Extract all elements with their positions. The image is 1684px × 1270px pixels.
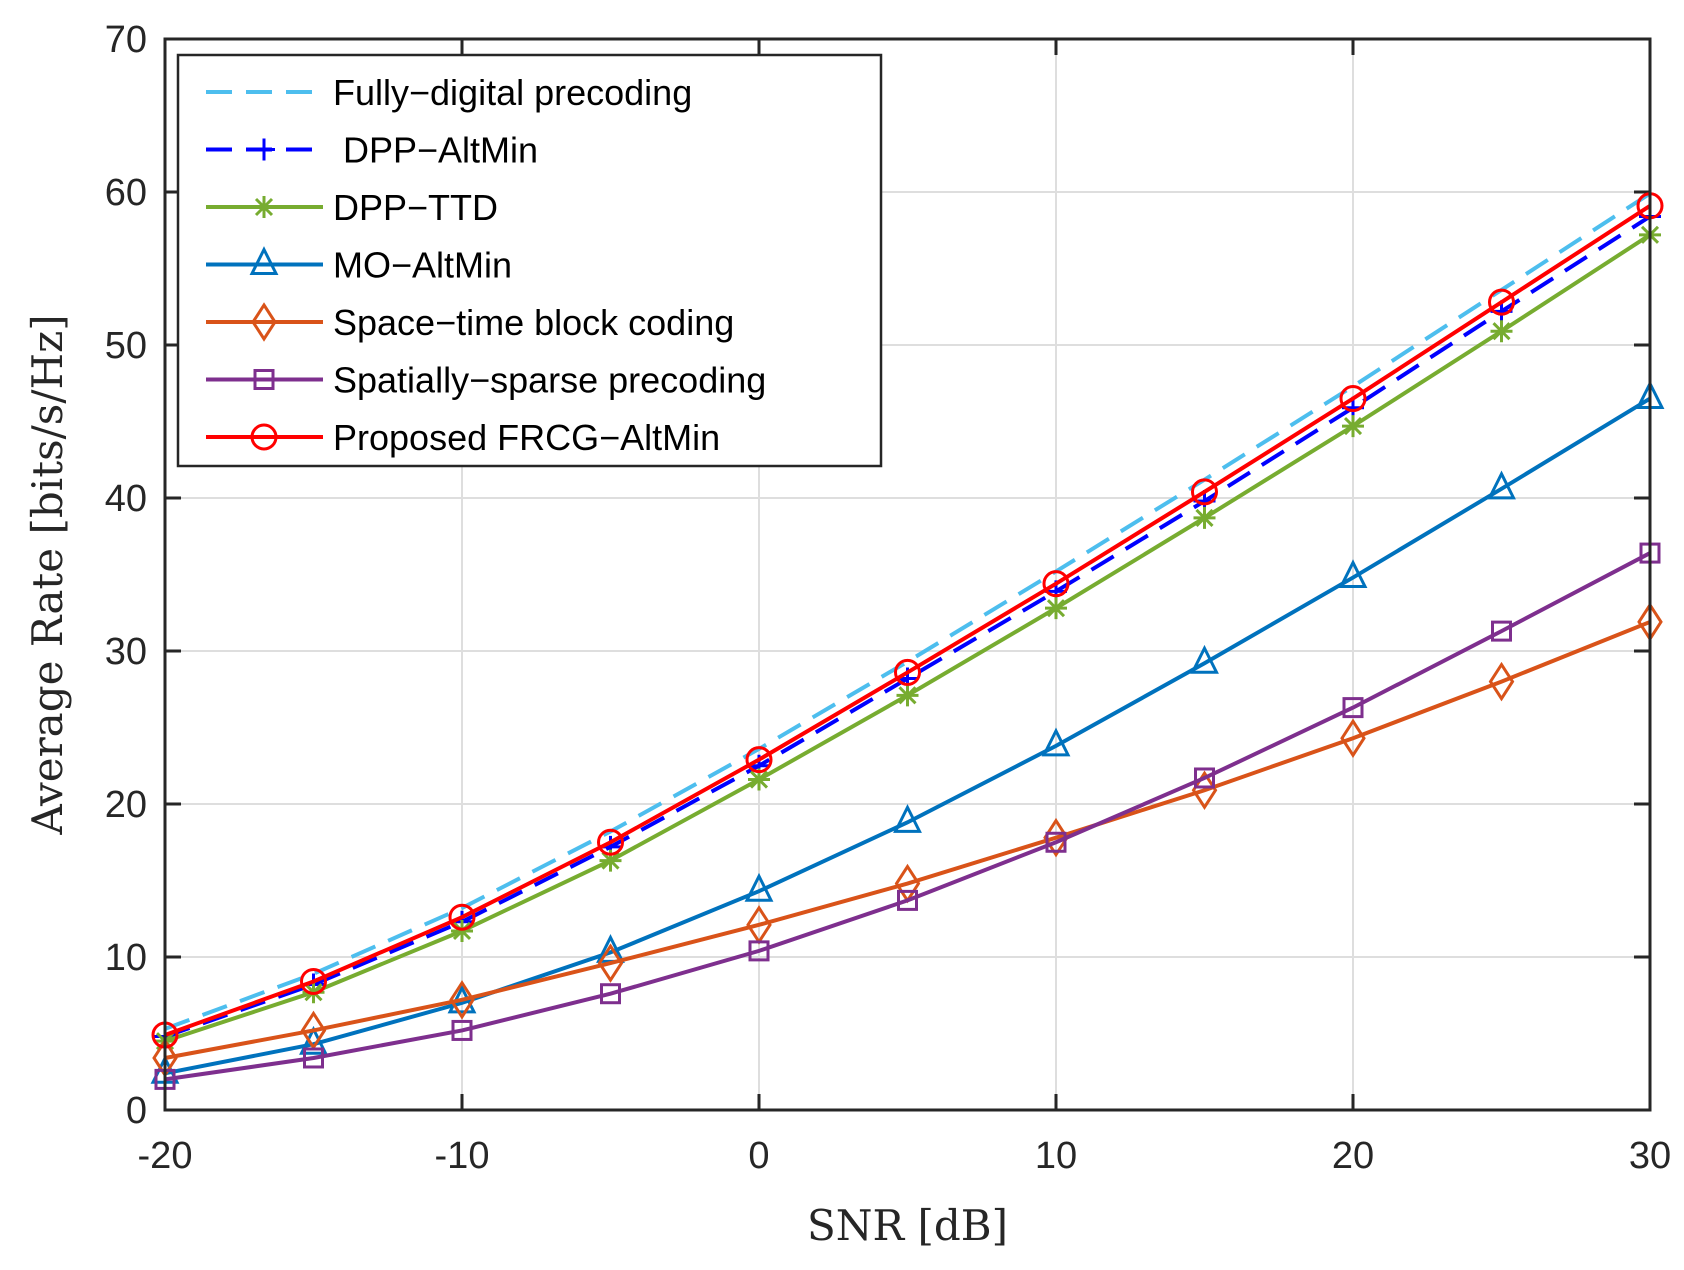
legend-item: Space−time block coding (206, 302, 734, 343)
x-tick-label: 0 (748, 1135, 769, 1177)
data-point (1190, 644, 1219, 674)
y-tick-label: 60 (105, 172, 147, 214)
data-point (600, 983, 621, 1005)
y-tick-label: 10 (105, 937, 147, 979)
y-tick-label: 70 (105, 19, 147, 61)
data-point (451, 1019, 473, 1041)
series-line (164, 204, 1652, 1037)
data-point (1045, 831, 1067, 853)
series-3 (150, 380, 1665, 1084)
legend-marker (249, 246, 279, 275)
legend-label: Fully−digital precoding (333, 72, 692, 113)
x-tick-label: 10 (1035, 1135, 1077, 1177)
data-point (744, 872, 774, 902)
data-point (1491, 620, 1512, 642)
data-point (300, 967, 327, 995)
legend-item: Fully−digital precoding (206, 72, 692, 113)
legend-item: Spatially−sparse precoding (206, 360, 766, 401)
legend-label: DPP−TTD (333, 187, 498, 228)
data-point (1340, 718, 1366, 758)
x-tick-label: -10 (435, 1135, 490, 1177)
legend-item: DPP−AltMin (206, 130, 538, 171)
legend-label: DPP−AltMin (333, 130, 538, 171)
data-point (597, 943, 624, 983)
data-point (303, 1047, 324, 1069)
legend-label: Proposed FRCG−AltMin (333, 417, 720, 458)
x-tick-label: -20 (138, 1135, 193, 1177)
data-point (894, 658, 921, 686)
data-point (451, 919, 473, 942)
legend-marker (250, 423, 278, 451)
data-point (1490, 320, 1513, 343)
data-point (1488, 288, 1515, 316)
data-point (897, 889, 918, 911)
legend-label: Space−time block coding (333, 302, 734, 343)
y-tick-label: 50 (105, 325, 147, 367)
data-point (745, 746, 773, 774)
data-point (748, 768, 770, 791)
data-point (300, 1010, 327, 1051)
legend-marker (251, 302, 277, 342)
legend: Fully−digital precoding DPP−AltMin DPP−TT… (176, 53, 883, 468)
legend-label: Spatially−sparse precoding (333, 360, 766, 401)
x-axis-label: SNR [dB] (807, 1201, 1008, 1250)
legend-label: MO−AltMin (333, 245, 512, 286)
data-point (1339, 385, 1367, 413)
series-line (164, 191, 1652, 1031)
x-tick-label: 30 (1629, 1135, 1671, 1177)
legend-item: MO−AltMin (206, 245, 512, 286)
legend-box (176, 53, 883, 468)
data-point (449, 980, 475, 1020)
data-point (299, 1025, 328, 1055)
series-line (164, 214, 1652, 1039)
series-5 (154, 542, 1661, 1090)
data-point (1194, 767, 1215, 789)
y-axis-label: Average Rate [bits/s/Hz] (23, 314, 72, 835)
plot-frame (163, 37, 1652, 1112)
series-line (164, 396, 1652, 1076)
series-line (164, 620, 1651, 1060)
legend-marker (253, 196, 275, 218)
data-point (1041, 727, 1071, 757)
data-point (896, 684, 919, 707)
legend-marker (253, 369, 275, 390)
data-point (1042, 570, 1070, 598)
data-point (893, 804, 922, 833)
ticks: -20 -10 0 10 20 30 0 10 20 30 40 50 60 70 (105, 19, 1671, 1177)
data-point (597, 828, 624, 856)
data-point (599, 849, 622, 872)
data-point (1488, 661, 1515, 702)
data-point (1045, 597, 1067, 620)
legend-item: Proposed FRCG−AltMin (206, 417, 720, 458)
y-tick-label: 20 (105, 784, 147, 826)
data-point (1487, 470, 1516, 500)
data-point (1193, 506, 1216, 529)
data-point (1191, 478, 1218, 506)
series-line (164, 551, 1651, 1082)
series-0 (164, 191, 1652, 1031)
data-point (448, 903, 476, 931)
y-tick-label: 40 (105, 478, 147, 520)
data-point (748, 940, 770, 962)
data-point (1191, 770, 1218, 810)
data-point (1342, 415, 1364, 438)
legend-marker (253, 138, 275, 161)
data-point (1338, 559, 1368, 589)
y-tick-label: 0 (126, 1090, 147, 1132)
series-group (150, 191, 1665, 1090)
y-tick-label: 30 (105, 631, 147, 673)
data-point (1342, 697, 1364, 719)
x-tick-label: 20 (1332, 1135, 1374, 1177)
legend-item: DPP−TTD (206, 187, 498, 228)
